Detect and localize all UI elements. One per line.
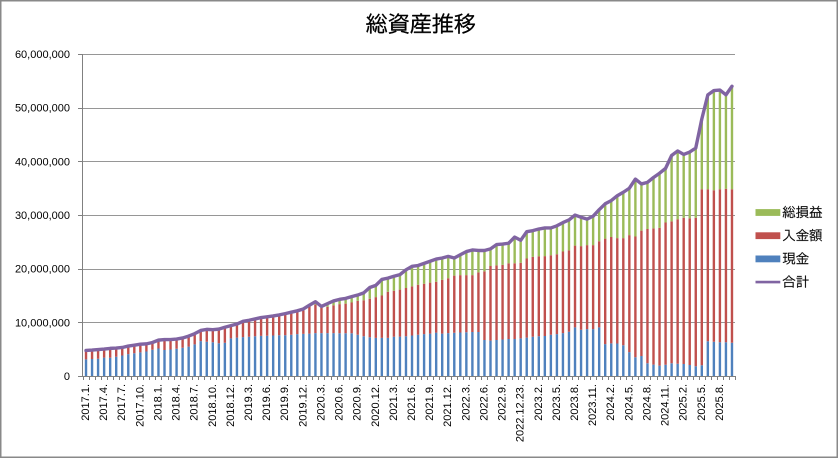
svg-text:2022.3.: 2022.3. (460, 384, 472, 421)
svg-text:2017.4.: 2017.4. (98, 384, 110, 421)
svg-text:2018.4.: 2018.4. (171, 384, 183, 421)
svg-text:2017.10.: 2017.10. (134, 384, 146, 427)
svg-text:2021.9.: 2021.9. (424, 384, 436, 421)
svg-text:2020.12.: 2020.12. (370, 384, 382, 427)
svg-text:2023.8.: 2023.8. (569, 384, 581, 421)
svg-text:2024.2.: 2024.2. (605, 384, 617, 421)
svg-text:2017.7.: 2017.7. (116, 384, 128, 421)
svg-text:50,000,000: 50,000,000 (15, 103, 70, 115)
svg-text:2018.10.: 2018.10. (207, 384, 219, 427)
svg-text:2023.2.: 2023.2. (533, 384, 545, 421)
svg-text:2025.2.: 2025.2. (678, 384, 690, 421)
svg-text:2024.11.: 2024.11. (660, 384, 672, 426)
svg-text:2018.1.: 2018.1. (152, 384, 164, 421)
svg-text:2022.9.: 2022.9. (497, 384, 509, 421)
svg-text:2018.7.: 2018.7. (189, 384, 201, 421)
svg-text:2022.12.23.: 2022.12.23. (515, 384, 527, 442)
svg-text:2021.3.: 2021.3. (388, 384, 400, 421)
svg-text:2023.11.: 2023.11. (587, 384, 599, 426)
svg-text:2017.1.: 2017.1. (80, 384, 92, 421)
svg-text:60,000,000: 60,000,000 (15, 49, 70, 61)
svg-text:20,000,000: 20,000,000 (15, 264, 70, 276)
svg-text:2020.9.: 2020.9. (352, 384, 364, 421)
svg-text:2019.12.: 2019.12. (297, 384, 309, 427)
svg-text:2022.6.: 2022.6. (478, 384, 490, 421)
svg-text:2019.6.: 2019.6. (261, 384, 273, 421)
svg-text:2025.5.: 2025.5. (696, 384, 708, 421)
svg-text:2020.6.: 2020.6. (334, 384, 346, 421)
svg-text:30,000,000: 30,000,000 (15, 210, 70, 222)
svg-text:10,000,000: 10,000,000 (15, 317, 70, 329)
svg-text:2020.3.: 2020.3. (315, 384, 327, 421)
svg-text:2021.12.: 2021.12. (442, 384, 454, 427)
svg-text:0: 0 (64, 371, 70, 383)
svg-text:2025.8.: 2025.8. (714, 384, 726, 421)
svg-text:2019.9.: 2019.9. (279, 384, 291, 421)
svg-text:2018.12.: 2018.12. (225, 384, 237, 427)
svg-text:2024.8.: 2024.8. (641, 384, 653, 421)
svg-text:40,000,000: 40,000,000 (15, 156, 70, 168)
svg-text:2019.3.: 2019.3. (243, 384, 255, 421)
svg-text:2023.5.: 2023.5. (551, 384, 563, 421)
svg-text:2024.5.: 2024.5. (623, 384, 635, 421)
svg-text:2021.6.: 2021.6. (406, 384, 418, 421)
